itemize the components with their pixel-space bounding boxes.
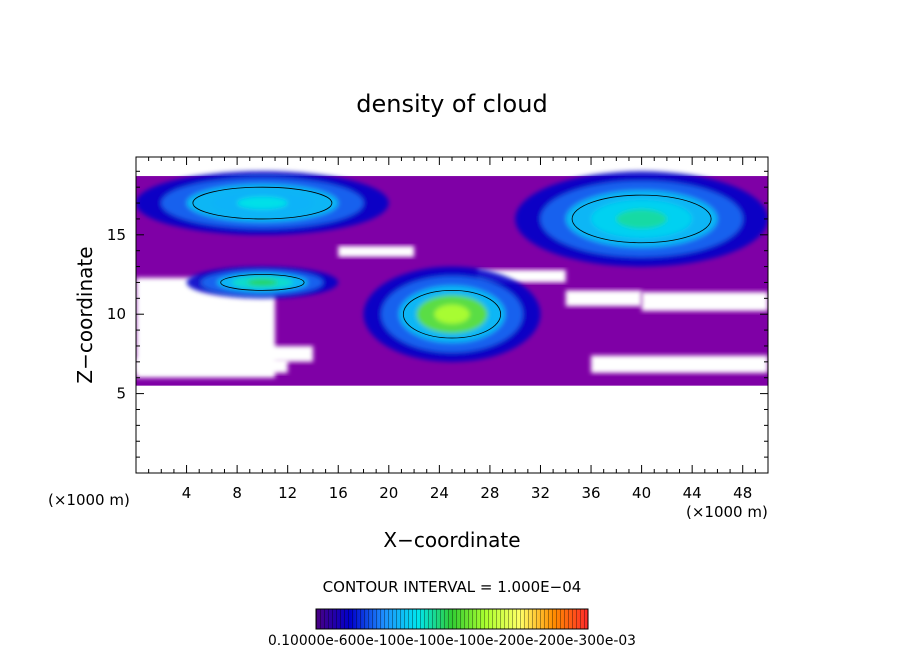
y-tick-label: 15 [107,226,126,244]
contour-mid-band-left [220,274,305,291]
x-tick-label: 44 [683,484,702,502]
cloud-gap-4 [641,291,768,312]
colorbar-stripes [316,609,588,629]
x-tick-label: 28 [480,484,499,502]
chart-title: density of cloud [356,90,547,118]
y-unit-label: (×1000 m) [48,491,130,509]
colorbar: 0.10000e-600e-100e-100e-100e-200e-200e-3… [268,608,636,649]
cloud-gap-1 [249,345,313,362]
x-tick-label: 4 [182,484,192,502]
cloud-gap-7 [338,245,415,258]
cloud-region-central-core [363,266,541,362]
x-tick-label: 24 [430,484,449,502]
x-tick-label: 20 [379,484,398,502]
contour-upper-left-layer [192,186,333,220]
x-tick-label: 32 [531,484,550,502]
cloud-gap-3 [565,290,642,307]
cloud-gap-6 [136,358,288,373]
y-axis-label: Z−coordinate [73,246,97,383]
y-axis-ticks: 5 10 15 [107,170,768,458]
cloud-region-mid-band-left [186,266,339,299]
contour-interval-label: CONTOUR INTERVAL = 1.000E−04 [323,578,582,596]
x-tick-label: 12 [278,484,297,502]
x-axis-ticks: 4 8 12 16 20 24 28 32 36 40 44 48 [148,157,756,502]
x-tick-label: 16 [329,484,348,502]
colorbar-labels: 0.10000e-600e-100e-100e-100e-200e-200e-3… [268,633,636,649]
contour-central-core [402,289,502,339]
x-tick-label: 8 [232,484,242,502]
colorbar-frame [315,608,589,630]
contour-upper-right-anvil [571,194,712,244]
x-tick-label: 40 [632,484,651,502]
x-axis-label: X−coordinate [383,528,520,552]
x-unit-label: (×1000 m) [686,503,768,521]
cloud-gap-5 [591,355,768,373]
x-tick-label: 48 [733,484,752,502]
y-tick-label: 5 [116,385,126,403]
cloud-region-upper-left-layer [136,171,389,235]
x-tick-label: 36 [581,484,600,502]
y-tick-label: 10 [107,305,126,323]
density-field [136,171,768,386]
cloud-region-upper-right-anvil [515,171,768,267]
